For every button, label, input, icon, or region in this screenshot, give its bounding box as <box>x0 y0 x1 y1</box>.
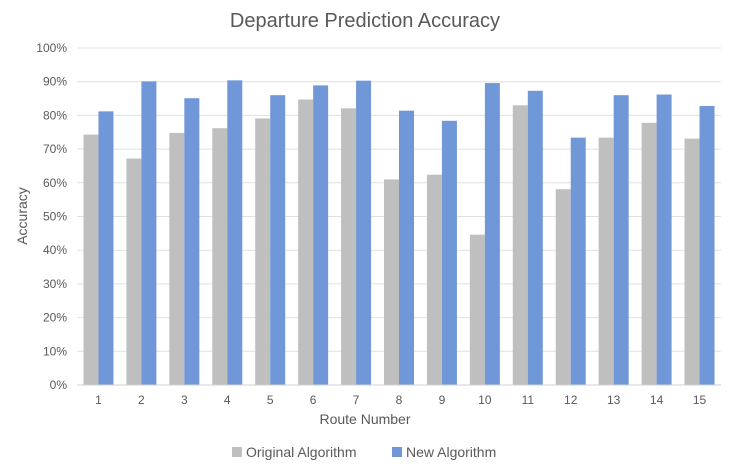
bar-original-route-15 <box>684 138 700 385</box>
y-tick-label: 100% <box>36 41 67 55</box>
x-tick-label: 2 <box>138 393 145 407</box>
y-tick-label: 20% <box>43 311 67 325</box>
y-tick-label: 10% <box>43 344 67 358</box>
bar-new-route-9 <box>441 120 457 386</box>
bar-original-route-14 <box>641 122 657 386</box>
x-tick-label: 9 <box>439 393 446 407</box>
y-tick-label: 60% <box>43 176 67 190</box>
bar-new-route-15 <box>699 105 715 386</box>
bar-original-route-10 <box>469 234 485 385</box>
x-tick-labels: 1 2 3 4 5 6 7 8 9 10 11 12 13 14 15 <box>95 393 706 407</box>
x-tick-label: 3 <box>181 393 188 407</box>
legend-swatch <box>392 447 402 457</box>
x-tick-label: 1 <box>95 393 102 407</box>
bar-new-route-2 <box>141 81 157 385</box>
x-tick-label: 10 <box>478 393 492 407</box>
bar-original-route-8 <box>384 179 399 385</box>
y-tick-label: 40% <box>43 243 67 257</box>
legend-swatch <box>232 447 242 457</box>
bar-original-route-12 <box>555 189 571 385</box>
x-tick-label: 5 <box>267 393 274 407</box>
bar-original-route-4 <box>212 128 228 385</box>
y-tick-label: 80% <box>43 108 67 122</box>
bar-original-route-3 <box>169 132 185 385</box>
chart-title: Departure Prediction Accuracy <box>230 10 500 32</box>
x-tick-label: 15 <box>693 393 707 407</box>
bar-original-route-9 <box>426 174 442 385</box>
bar-new-route-1 <box>98 111 114 385</box>
y-tick-label: 30% <box>43 277 67 291</box>
bar-original-route-5 <box>255 118 271 386</box>
legend-label: Original Algorithm <box>246 444 357 460</box>
x-tick-label: 4 <box>224 393 231 407</box>
bar-original-route-13 <box>598 137 614 385</box>
y-tick-labels: 0% 10% 20% 30% 40% 50% 60% 70% 80% 90% 100% <box>36 41 67 392</box>
y-tick-label: 70% <box>43 142 67 156</box>
x-tick-label: 13 <box>607 393 621 407</box>
bar-new-route-13 <box>613 95 629 386</box>
y-tick-label: 0% <box>50 378 68 392</box>
bar-original-route-2 <box>126 158 142 385</box>
bar-original-route-1 <box>83 134 99 385</box>
x-tick-label: 6 <box>310 393 317 407</box>
bar-new-route-4 <box>227 80 243 386</box>
y-tick-label: 50% <box>43 210 67 224</box>
bar-new-route-14 <box>656 94 672 386</box>
x-tick-label: 11 <box>522 393 535 407</box>
bar-new-route-8 <box>399 110 414 385</box>
bar-new-route-10 <box>484 83 500 385</box>
bar-new-route-5 <box>270 95 286 386</box>
bar-original-route-11 <box>512 105 528 385</box>
x-tick-label: 8 <box>396 393 403 407</box>
x-tick-label: 12 <box>564 393 578 407</box>
y-tick-label: 90% <box>43 75 67 89</box>
bar-new-route-12 <box>570 137 586 385</box>
bar-original-route-6 <box>298 99 314 385</box>
bars <box>83 80 715 386</box>
y-axis-label: Accuracy <box>14 187 30 245</box>
x-axis-label: Route Number <box>319 411 410 427</box>
x-tick-label: 14 <box>650 393 664 407</box>
bar-new-route-7 <box>356 80 372 386</box>
bar-new-route-6 <box>313 85 329 386</box>
legend-label: New Algorithm <box>406 444 496 460</box>
legend: Original Algorithm New Algorithm <box>232 444 496 460</box>
bar-new-route-3 <box>184 98 200 385</box>
bar-new-route-11 <box>527 90 543 385</box>
x-tick-label: 7 <box>353 393 360 407</box>
bar-original-route-7 <box>341 108 357 385</box>
